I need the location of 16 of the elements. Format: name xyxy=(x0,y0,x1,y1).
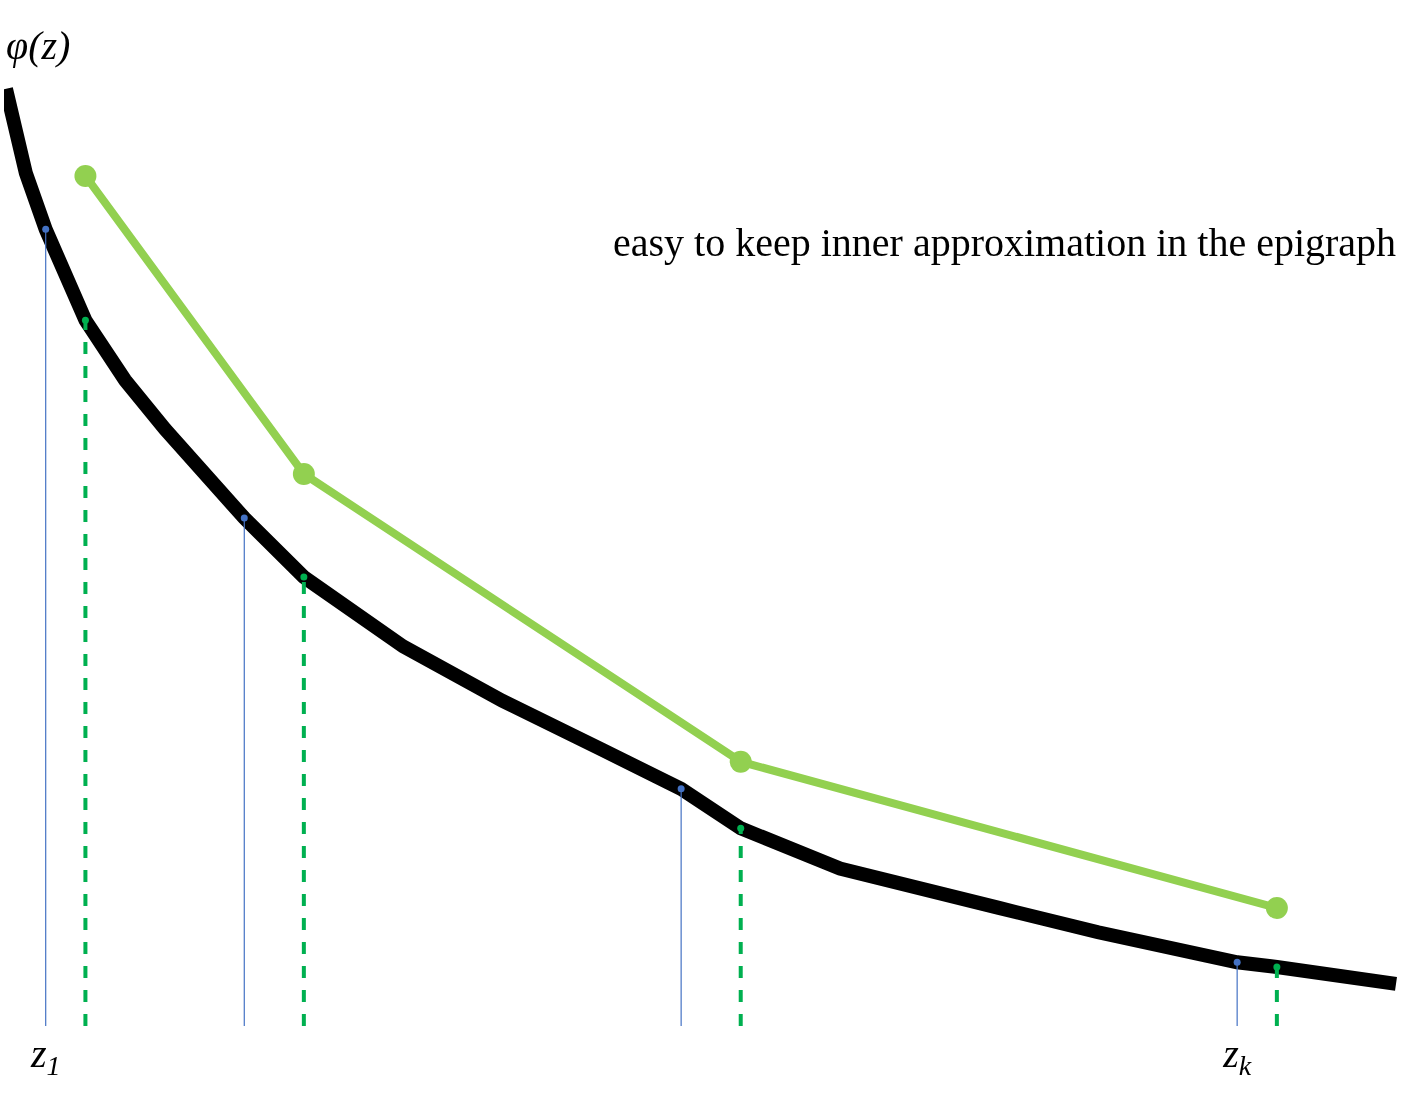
point xyxy=(729,750,752,773)
point xyxy=(81,316,89,324)
point xyxy=(300,573,308,581)
annotation: easy to keep inner approximation in the epigraph xyxy=(613,220,1397,265)
point xyxy=(1273,963,1281,971)
point xyxy=(240,514,248,522)
point xyxy=(74,164,97,187)
point xyxy=(1265,896,1288,919)
y-axis-title: φ(z) xyxy=(6,23,71,68)
x-tick-label: z$_{1}$ xyxy=(29,1031,61,1082)
point xyxy=(737,824,745,832)
point xyxy=(1233,958,1241,966)
x-tick-label: z$_{k}$ xyxy=(1222,1031,1252,1082)
point xyxy=(677,785,685,793)
point xyxy=(292,462,315,485)
point xyxy=(42,225,50,233)
